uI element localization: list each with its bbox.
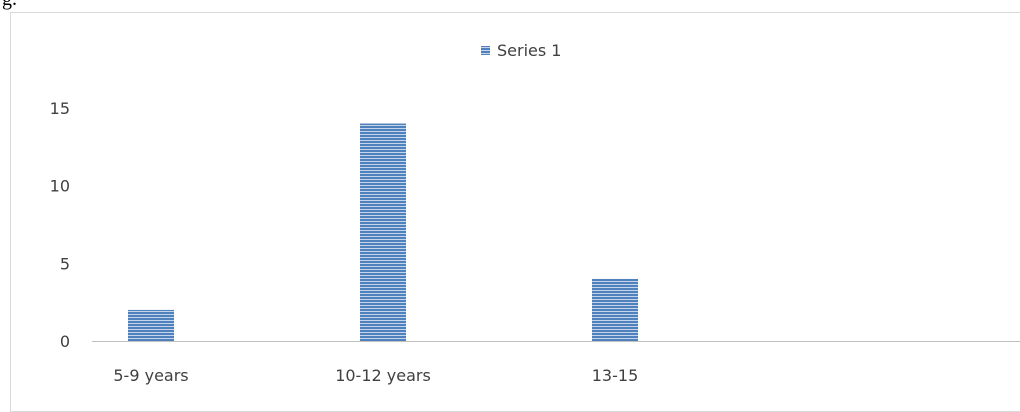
legend: Series 1 (481, 41, 561, 60)
bar-13-15 (592, 278, 638, 341)
x-tick-label: 13-15 (592, 366, 639, 385)
y-tick-label: 10 (50, 177, 70, 196)
y-tick-label: 15 (50, 99, 70, 118)
legend-swatch-series-1 (481, 46, 490, 55)
bar-chart: 0 5 10 15 5-9 years 10-12 years 13-15 Series … (50, 41, 1020, 385)
legend-label-series-1: Series 1 (497, 41, 561, 60)
x-tick-label: 5-9 years (113, 366, 188, 385)
x-tick-label: 10-12 years (335, 366, 431, 385)
bar-5-9-years (128, 309, 174, 341)
x-axis-ticks: 5-9 years 10-12 years 13-15 (113, 366, 638, 385)
caption-fragment: g. (0, 0, 60, 14)
bars (128, 123, 638, 342)
y-tick-label: 5 (60, 254, 70, 273)
y-axis-ticks: 0 5 10 15 (50, 99, 70, 351)
bar-10-12-years (360, 123, 406, 342)
y-tick-label: 0 (60, 332, 70, 351)
caption-fragment-text: g. (2, 0, 17, 11)
